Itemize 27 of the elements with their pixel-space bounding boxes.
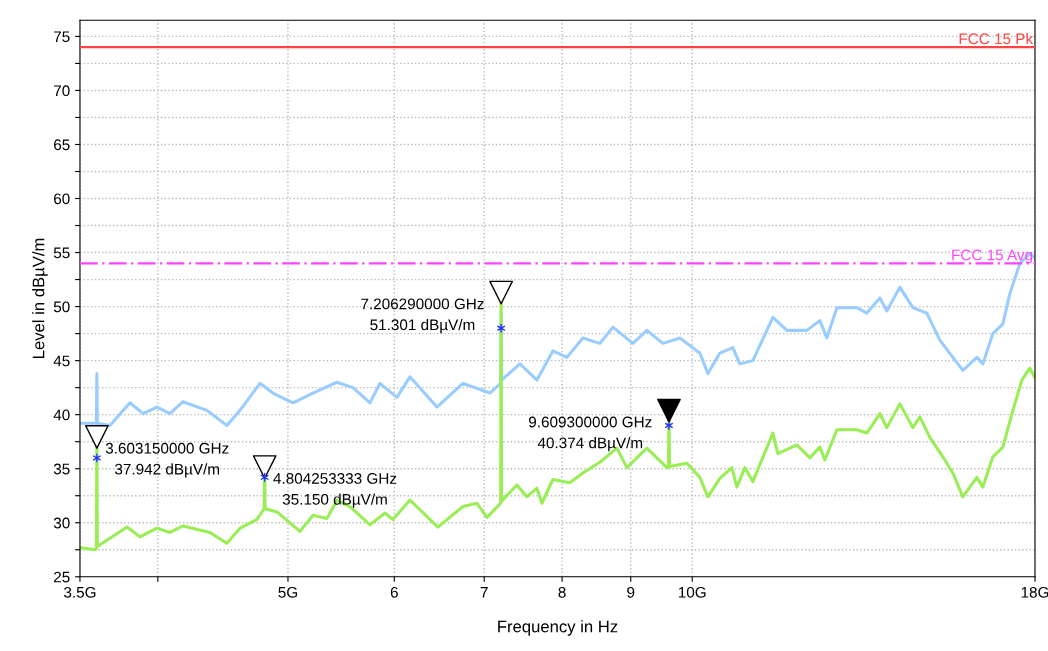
y-tick-label: 75 [54, 31, 70, 43]
y-tick-label: 70 [54, 85, 70, 97]
ref-line-label: FCC 15 Pk [959, 32, 1034, 45]
annotation: 3.603150000 GHz 37.942 dBµV/m [105, 442, 229, 478]
x-tick-label: 8 [558, 586, 566, 598]
y-tick-label: 35 [53, 463, 70, 475]
x-tick-label: 9 [627, 586, 635, 598]
annotation: 7.206290000 GHz 51.301 dBµV/m [361, 298, 484, 334]
x-tick-label: 3.5G [63, 586, 96, 598]
y-tick-label: 25 [54, 571, 70, 583]
y-tick-label: 45 [53, 355, 70, 367]
y-tick-label: 55 [53, 247, 70, 259]
y-tick-label: 50 [53, 301, 70, 313]
x-tick-label: 7 [480, 587, 488, 598]
y-axis-title: Level in dBµV/m [32, 238, 48, 358]
y-tick-label: 60 [54, 193, 70, 205]
x-tick-label: 10G [678, 586, 706, 598]
ref-line-label: FCC 15 Avg [952, 249, 1033, 264]
x-tick-label: 6 [390, 586, 398, 598]
y-tick-label: 65 [54, 139, 70, 151]
x-tick-label: 18G [1021, 586, 1048, 598]
y-tick-label: 30 [53, 517, 70, 529]
x-tick-label: 5G [278, 586, 298, 598]
x-axis-title: Frequency in Hz [498, 620, 618, 636]
annotation: 4.804253333 GHz 35.150 dBµV/m [273, 473, 397, 508]
annotation: 9.609300000 GHz 40.374 dBµV/m [529, 416, 652, 452]
y-tick-label: 40 [53, 409, 70, 421]
